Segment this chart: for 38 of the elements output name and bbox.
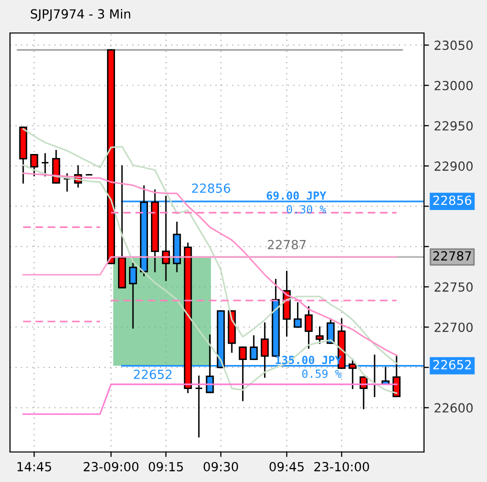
x-tick-label: 14:45 <box>18 462 52 472</box>
annotation: 69.00 JPY <box>266 191 326 200</box>
x-tick-label: 09:15 <box>148 462 183 472</box>
candlestick <box>294 302 302 328</box>
candlestick <box>250 335 258 360</box>
x-tick-label: 09:30 <box>204 462 238 472</box>
candlestick <box>41 153 50 176</box>
annotation: 0.59 % <box>302 369 342 378</box>
line-series <box>22 172 398 356</box>
candlestick <box>63 173 72 192</box>
candlestick <box>316 326 324 344</box>
candlestick <box>30 154 38 176</box>
y-tick-label: 22950 <box>434 121 473 131</box>
y-tick-label: 23000 <box>434 80 473 90</box>
ref-line-label: 22652 <box>433 360 471 370</box>
ref-line-label: 22787 <box>433 251 472 261</box>
y-tick-label: 22700 <box>434 322 473 332</box>
y-tick-label: 22900 <box>434 161 473 171</box>
candlestick <box>348 358 357 390</box>
candlestick <box>260 322 269 378</box>
candlestick <box>129 262 137 329</box>
y-tick-label: 22750 <box>434 282 473 292</box>
candlestick <box>238 346 247 402</box>
ref-line-label: 22856 <box>433 196 472 206</box>
candlestick <box>392 354 401 398</box>
x-tick-label: 09:45 <box>270 462 304 472</box>
annotation: 22856 <box>192 183 230 193</box>
x-tick-label: 23-09:00 <box>84 462 138 472</box>
candlestick <box>304 306 313 349</box>
annotation: 22652 <box>134 370 172 380</box>
annotation: 22787 <box>268 240 306 250</box>
candlestick <box>326 318 335 344</box>
candlestick <box>194 376 203 438</box>
x-tick-label: 23-10:00 <box>314 462 370 472</box>
y-tick-label: 22600 <box>434 403 473 413</box>
annotation: 0.30 % <box>286 205 326 214</box>
y-tick-label: 23050 <box>434 40 473 50</box>
chart-title: SJPJ7974 - 3 Min <box>30 8 130 21</box>
